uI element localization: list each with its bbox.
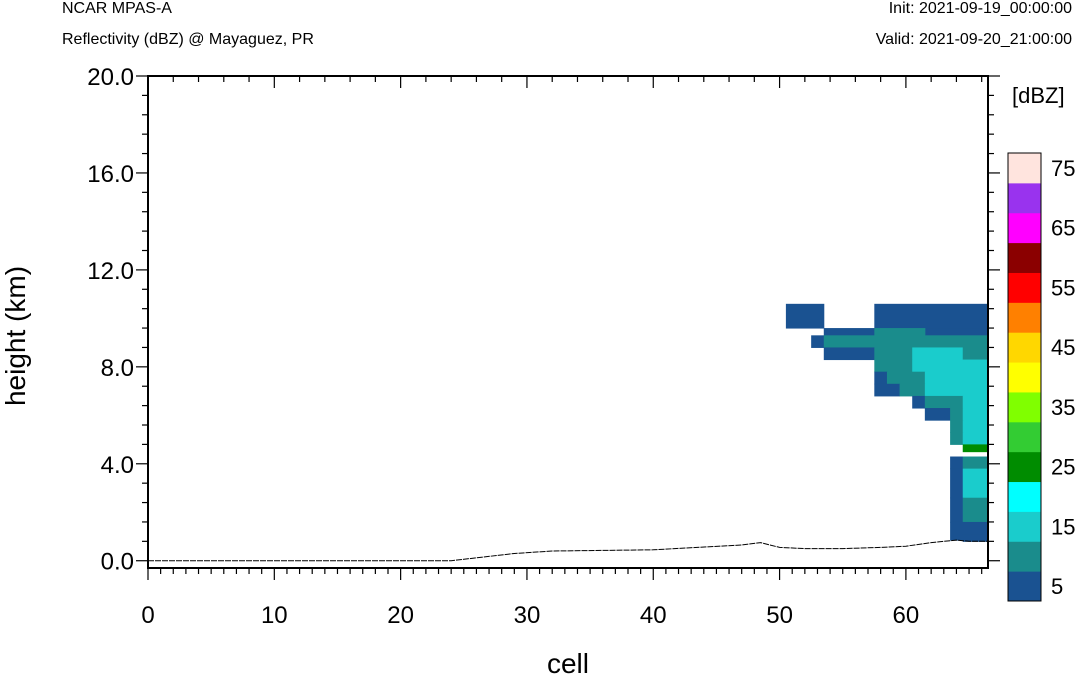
y-tick-label: 16.0 (87, 161, 134, 188)
reflectivity-cell (950, 497, 964, 523)
colorbar-swatch (1008, 153, 1041, 184)
colorbar-swatch (1008, 511, 1041, 542)
reflectivity-cell (962, 534, 989, 542)
y-tick-label: 0.0 (101, 549, 134, 576)
colorbar-border (1007, 152, 1042, 602)
colorbar-swatch (1008, 481, 1041, 512)
axis-labels: 0 10 20 30 40 50 60 0.0 4.0 8.0 12.0 16.0 20.0 (87, 64, 919, 629)
init-time-label: Init: 2021-09-19_00:00:00 (888, 0, 1072, 17)
colorbar-tick-label: 45 (1051, 335, 1075, 360)
reflectivity-cell (950, 521, 964, 541)
reflectivity-cell (823, 328, 875, 336)
reflectivity-cell (874, 359, 913, 373)
reflectivity-cell (924, 408, 951, 421)
axis-ticks (136, 75, 1000, 580)
reflectivity-cell (962, 395, 989, 409)
terrain-polyline (148, 539, 988, 562)
colorbar-swatch (1008, 302, 1041, 333)
colorbar-swatch (1008, 362, 1041, 393)
colorbar-tick-label: 55 (1051, 275, 1075, 300)
colorbar-swatch (1008, 451, 1041, 483)
colorbar-swatch (1008, 332, 1041, 363)
chart-title: NCAR MPAS-A (62, 0, 172, 17)
reflectivity-cell (962, 497, 989, 523)
colorbar-tick-label: 5 (1051, 574, 1063, 599)
reflectivity-cell (924, 328, 989, 336)
reflectivity-cell (962, 521, 989, 535)
plot-frame-rect (147, 75, 989, 569)
reflectivity-cell (823, 347, 875, 361)
reflectivity-cell (899, 383, 926, 397)
reflectivity-cell (950, 456, 964, 470)
colorbar-swatch (1008, 571, 1041, 602)
colorbar-tick-label: 15 (1051, 514, 1075, 539)
reflectivity-cell (962, 420, 989, 433)
reflectivity-cell (962, 456, 989, 470)
terrain-line (148, 539, 988, 562)
colorbar-tick-label: 35 (1051, 395, 1075, 420)
x-tick-label: 50 (766, 602, 793, 629)
colorbar-tick-label: 75 (1051, 156, 1075, 181)
y-tick-label: 8.0 (101, 355, 134, 382)
colorbar-swatch (1008, 182, 1041, 214)
reflectivity-cell (950, 408, 964, 421)
colorbar-swatch (1008, 421, 1041, 453)
colorbar-swatch (1008, 391, 1041, 423)
x-tick-label: 60 (893, 602, 920, 629)
reflectivity-cell (924, 395, 964, 409)
plot-frame (147, 75, 989, 569)
x-tick-label: 20 (387, 602, 414, 629)
reflectivity-cell (962, 408, 989, 421)
x-tick-label: 0 (141, 602, 154, 629)
reflectivity-cell (823, 335, 989, 348)
colorbar-tick-label: 65 (1051, 216, 1075, 241)
reflectivity-cell (874, 347, 913, 361)
reflectivity-cell (950, 420, 964, 433)
reflectivity-cell (874, 328, 926, 336)
reflectivity-cell (886, 371, 926, 385)
reflectivity-cell (874, 383, 901, 397)
colorbar-tick-label: 25 (1051, 455, 1075, 480)
reflectivity-cell (924, 383, 989, 397)
reflectivity-cell (874, 371, 888, 385)
reflectivity-cell (912, 359, 989, 373)
reflectivity-cell (912, 395, 926, 409)
reflectivity-cell (962, 432, 989, 445)
colorbar: 5 15 25 35 45 55 65 75 (1007, 152, 1075, 602)
reflectivity-cell (962, 468, 989, 499)
reflectivity-cell (785, 303, 825, 329)
y-tick-label: 20.0 (87, 64, 134, 91)
chart-subtitle: Reflectivity (dBZ) @ Mayaguez, PR (62, 31, 314, 48)
reflectivity-cell (950, 468, 964, 499)
reflectivity-cell (912, 347, 964, 361)
y-tick-label: 4.0 (101, 452, 134, 479)
reflectivity-cells (785, 303, 989, 542)
x-tick-label: 10 (261, 602, 288, 629)
reflectivity-cell (924, 371, 989, 385)
x-axis-title: cell (547, 648, 589, 677)
x-tick-label: 30 (514, 602, 541, 629)
reflectivity-cell (811, 335, 825, 348)
colorbar-swatch (1008, 242, 1041, 273)
reflectivity-cell (962, 444, 989, 453)
reflectivity-cell (950, 432, 964, 445)
reflectivity-cell (874, 303, 989, 329)
colorbar-swatch (1008, 272, 1041, 303)
colorbar-swatch (1008, 541, 1041, 572)
reflectivity-cell (962, 347, 989, 361)
x-tick-label: 40 (640, 602, 667, 629)
colorbar-swatch (1008, 212, 1041, 244)
y-axis-title: height (km) (0, 266, 31, 406)
colorbar-unit-label: [dBZ] (1012, 83, 1065, 108)
valid-time-label: Valid: 2021-09-20_21:00:00 (875, 31, 1072, 48)
y-tick-label: 12.0 (87, 258, 134, 285)
